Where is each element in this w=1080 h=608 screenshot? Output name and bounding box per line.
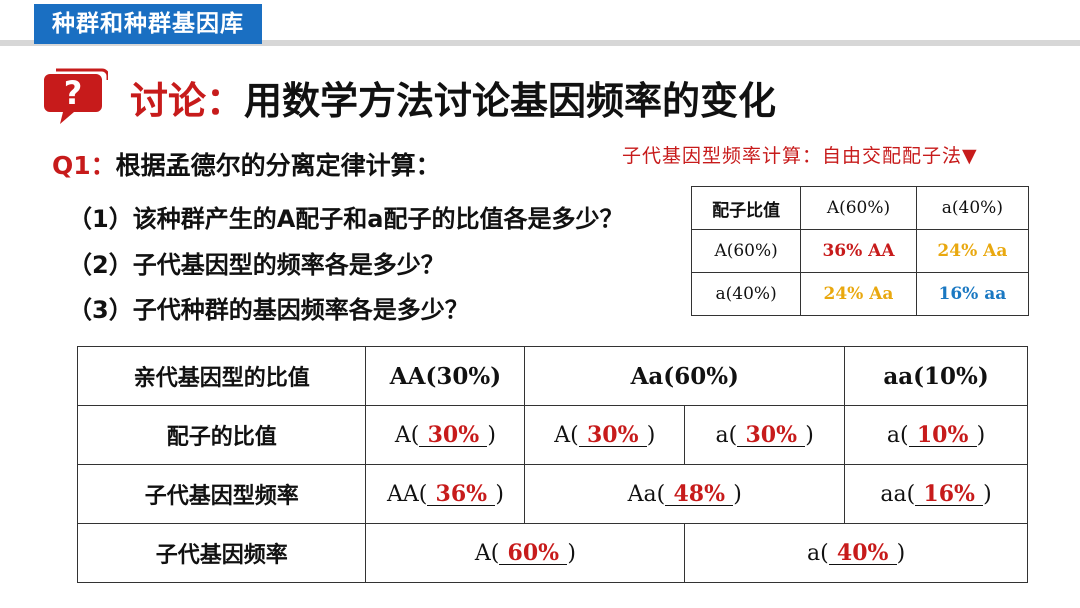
table-header: Aa(60%) bbox=[524, 346, 846, 406]
question-q1: Q1：根据孟德尔的分离定律计算： bbox=[52, 146, 441, 182]
answer-blank: 30% bbox=[419, 424, 488, 447]
table-header: 亲代基因型的比值 bbox=[76, 346, 367, 406]
table-header: aa(10%) bbox=[844, 346, 1028, 406]
punnett-col-header: A(60%) bbox=[800, 186, 917, 230]
punnett-cell: 16% aa bbox=[915, 272, 1030, 316]
title-text: 用数学方法讨论基因频率的变化 bbox=[244, 79, 777, 123]
row-label: 子代基因型频率 bbox=[76, 464, 367, 524]
row-label: 子代基因频率 bbox=[76, 523, 367, 583]
method-note: 子代基因型频率计算：自由交配配子法▼ bbox=[622, 145, 978, 167]
sub-question-1: （1）该种群产生的A配子和a配子的比值各是多少？ bbox=[68, 205, 624, 233]
answer-blank: 30% bbox=[737, 424, 806, 447]
svg-text:?: ? bbox=[64, 74, 83, 112]
punnett-corner: 配子比值 bbox=[690, 186, 802, 230]
section-tag: 种群和种群基因库 bbox=[34, 4, 262, 44]
gene-frequency-table: 亲代基因型的比值 AA(30%) Aa(60%) aa(10%) 配子的比值 A… bbox=[76, 346, 1028, 583]
q1-label: Q1： bbox=[52, 151, 116, 180]
table-cell: A(30%) bbox=[365, 405, 526, 465]
answer-blank: 36% bbox=[427, 483, 496, 506]
answer-blank: 30% bbox=[578, 424, 647, 447]
answer-blank: 48% bbox=[665, 483, 734, 506]
answer-blank: 60% bbox=[499, 542, 568, 565]
sub-question-2: （2）子代基因型的频率各是多少？ bbox=[68, 251, 445, 279]
answer-blank: 40% bbox=[828, 542, 897, 565]
table-cell: A(60%) bbox=[365, 523, 686, 583]
header-bar: 种群和种群基因库 bbox=[0, 0, 1080, 46]
page-title: 讨论：用数学方法讨论基因频率的变化 bbox=[130, 70, 776, 125]
table-cell: a(10%) bbox=[844, 405, 1028, 465]
row-label: 配子的比值 bbox=[76, 405, 367, 465]
answer-blank: 16% bbox=[915, 483, 984, 506]
punnett-cell: 24% Aa bbox=[915, 229, 1030, 273]
table-cell: a(40%) bbox=[684, 523, 1028, 583]
table-cell: Aa(48%) bbox=[524, 464, 846, 524]
table-cell: AA(36%) bbox=[365, 464, 526, 524]
punnett-row-header: A(60%) bbox=[690, 229, 802, 273]
table-header: AA(30%) bbox=[365, 346, 526, 406]
title-prefix: 讨论： bbox=[130, 79, 245, 123]
answer-blank: 10% bbox=[908, 424, 977, 447]
punnett-row-header: a(40%) bbox=[690, 272, 802, 316]
table-cell: a(30%) bbox=[684, 405, 846, 465]
table-cell: A(30%) bbox=[524, 405, 686, 465]
q1-text: 根据孟德尔的分离定律计算： bbox=[115, 151, 441, 180]
punnett-col-header: a(40%) bbox=[915, 186, 1030, 230]
table-cell: aa(16%) bbox=[844, 464, 1028, 524]
punnett-cell: 36% AA bbox=[800, 229, 917, 273]
punnett-cell: 24% Aa bbox=[800, 272, 917, 316]
punnett-table: 配子比值 A(60%) a(40%) A(60%) 36% AA 24% Aa … bbox=[690, 186, 1030, 316]
sub-question-3: （3）子代种群的基因频率各是多少？ bbox=[68, 296, 469, 324]
question-bubble-icon: ? bbox=[44, 68, 108, 124]
